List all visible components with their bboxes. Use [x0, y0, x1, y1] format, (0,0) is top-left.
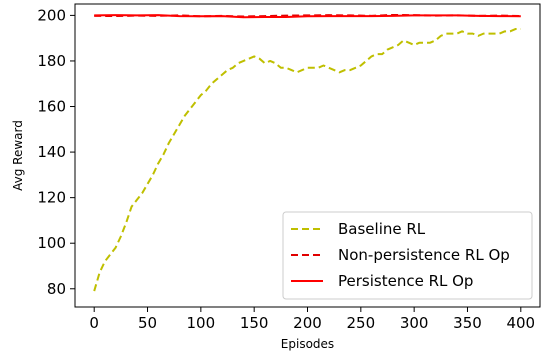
x-tick-label: 250: [347, 314, 376, 332]
series-line-3: [94, 14, 521, 19]
legend-label-3: Persistence RL Op: [338, 272, 473, 290]
x-tick-label: 0: [89, 314, 99, 332]
y-tick-label: 180: [37, 52, 66, 70]
y-tick-label: 160: [37, 98, 66, 116]
x-tick-label: 350: [453, 314, 482, 332]
legend: Baseline RL Non-persistence RL Op Persiste…: [282, 211, 533, 300]
x-tick-label: 50: [138, 314, 157, 332]
legend-label-1: Baseline RL: [338, 220, 426, 238]
y-axis-label: Avg Reward: [11, 120, 25, 191]
series-line-1: [93, 28, 521, 292]
legend-box: [282, 211, 533, 300]
y-axis-ticks: 80 100 120 140 160 180 200: [37, 6, 75, 298]
x-tick-label: 200: [293, 314, 322, 332]
x-axis-ticks: 0 50 100 150 200 250 300 350 400: [89, 307, 535, 332]
y-tick-label: 200: [37, 6, 66, 24]
y-tick-label: 120: [37, 189, 66, 207]
x-tick-label: 150: [240, 314, 269, 332]
legend-label-2: Non-persistence RL Op: [338, 246, 510, 264]
x-tick-label: 400: [506, 314, 535, 332]
y-tick-label: 140: [37, 143, 66, 161]
y-tick-label: 100: [37, 234, 66, 252]
x-axis-label: Episodes: [281, 337, 334, 351]
y-tick-label: 80: [47, 280, 66, 298]
series-layer: [93, 13, 521, 292]
x-tick-label: 100: [187, 314, 216, 332]
x-tick-label: 300: [400, 314, 429, 332]
